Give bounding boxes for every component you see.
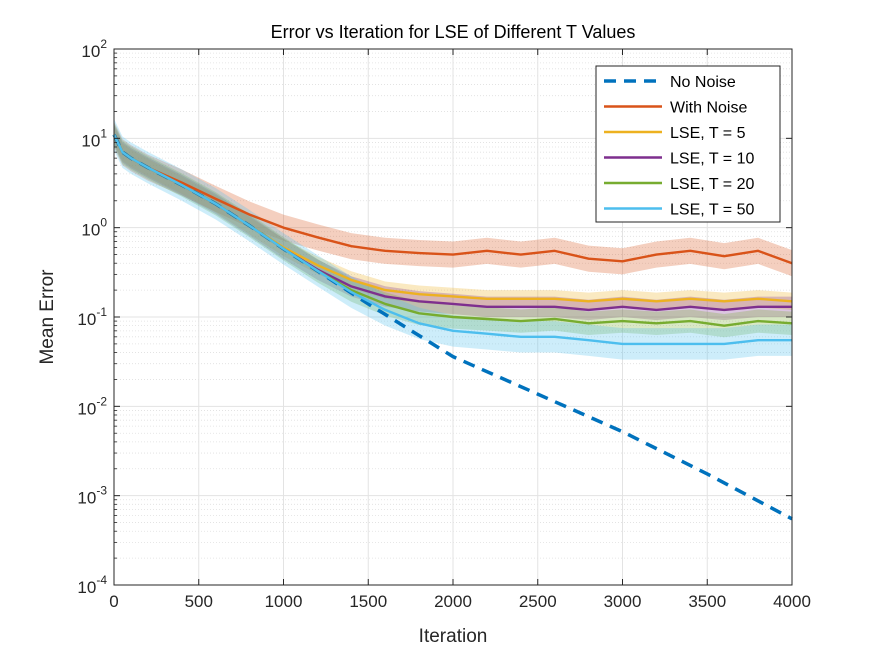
y-tick-base: 10 (81, 221, 100, 240)
y-tick-base: 10 (77, 310, 96, 329)
x-tick-label: 4000 (773, 592, 811, 611)
x-tick-label: 1000 (265, 592, 303, 611)
legend: No Noise With Noise LSE, T = 5 LSE, T = 10 L… (595, 65, 781, 223)
y-tick-exponent: -4 (96, 573, 107, 587)
legend-label: LSE, T = 10 (670, 151, 754, 168)
x-axis-label: Iteration (419, 626, 488, 647)
legend-label: LSE, T = 50 (670, 202, 754, 219)
x-tick-label: 1500 (349, 592, 387, 611)
legend-label: No Noise (670, 74, 736, 91)
chart-title: Error vs Iteration for LSE of Different … (271, 22, 636, 42)
axis-ticks (113, 48, 793, 586)
y-tick-exponent: -3 (96, 484, 107, 498)
error-band (114, 122, 792, 338)
x-tick-labels: 0 500 1000 1500 2000 2500 3000 3500 4000 (109, 592, 811, 611)
y-tick-label: 102 (81, 37, 107, 61)
series-lines (112, 133, 793, 521)
y-tick-exponent: -2 (96, 394, 107, 408)
y-tick-exponent: -1 (96, 305, 107, 319)
x-tick-label: 500 (185, 592, 213, 611)
x-tick-label: 2000 (434, 592, 472, 611)
error-band (114, 125, 792, 310)
legend-box (595, 65, 781, 223)
error-band (114, 121, 792, 277)
y-tick-base: 10 (81, 42, 100, 61)
y-tick-base: 10 (81, 131, 100, 150)
y-tick-base: 10 (77, 489, 96, 508)
y-tick-label: 100 (81, 216, 107, 240)
y-tick-base: 10 (77, 399, 96, 418)
error-band (114, 118, 792, 360)
y-tick-label: 101 (81, 126, 107, 150)
series-line (112, 134, 793, 265)
series-line (112, 134, 792, 346)
legend-label: With Noise (670, 100, 747, 117)
legend-label: LSE, T = 5 (670, 125, 746, 142)
y-tick-label: 10-4 (77, 573, 107, 597)
y-tick-exponent: 1 (100, 126, 107, 140)
x-tick-label: 0 (109, 592, 118, 611)
y-tick-base: 10 (77, 578, 96, 597)
y-tick-label: 10-3 (77, 484, 107, 508)
y-tick-label: 10-1 (77, 305, 107, 329)
legend-label: LSE, T = 20 (670, 176, 754, 193)
y-tick-exponent: 0 (100, 216, 107, 230)
y-tick-exponent: 2 (100, 37, 107, 51)
x-tick-label: 2500 (519, 592, 557, 611)
x-tick-label: 3000 (604, 592, 642, 611)
x-tick-label: 3500 (688, 592, 726, 611)
y-axis-label: Mean Error (37, 269, 58, 365)
y-tick-label: 10-2 (77, 394, 107, 418)
